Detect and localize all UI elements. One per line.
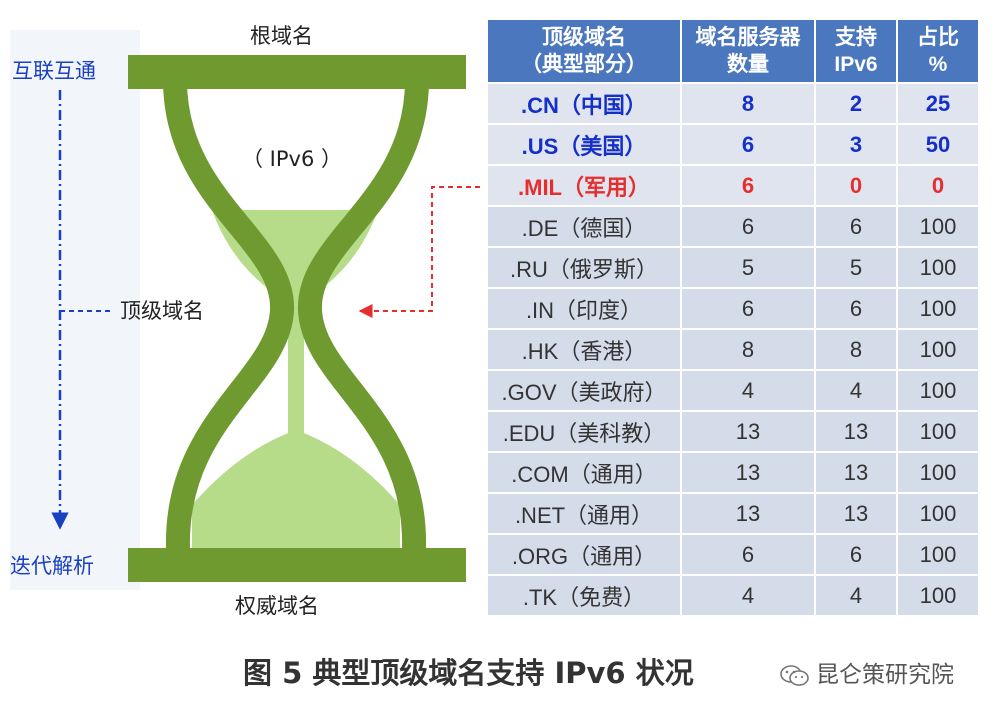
tld-cell: .NET（通用） — [488, 494, 680, 533]
hourglass-sand-bottom — [192, 430, 400, 548]
ipv6-support-cell: 6 — [816, 535, 896, 574]
header-percentage: 占比% — [898, 20, 978, 82]
figure: 根域名 （ IPv6 ） 顶级域名 权威域名 互联互通 迭代解析 顶级域名 （典型… — [10, 18, 980, 618]
percentage-cell: 100 — [898, 289, 978, 328]
ipv6-support-cell: 4 — [816, 576, 896, 615]
table-row: .MIL（军用） 6 0 0 — [488, 166, 978, 205]
server-count-cell: 13 — [682, 412, 814, 451]
tld-cell: .IN（印度） — [488, 289, 680, 328]
header-tld: 顶级域名 （典型部分） — [488, 20, 680, 82]
hourglass-top-bar — [128, 55, 466, 89]
percentage-cell: 100 — [898, 576, 978, 615]
header-server-count: 域名服务器 数量 — [682, 20, 814, 82]
ipv6-support-cell: 13 — [816, 412, 896, 451]
ipv6-support-cell: 5 — [816, 248, 896, 287]
table-row: .US（美国） 6 3 50 — [488, 125, 978, 164]
server-count-cell: 5 — [682, 248, 814, 287]
server-count-cell: 8 — [682, 84, 814, 123]
table-row: .DE（德国） 6 6 100 — [488, 207, 978, 246]
server-count-cell: 4 — [682, 576, 814, 615]
table-row: .RU（俄罗斯） 5 5 100 — [488, 248, 978, 287]
percentage-cell: 100 — [898, 535, 978, 574]
hourglass-diagram — [51, 55, 480, 582]
server-count-cell: 6 — [682, 125, 814, 164]
tld-cell: .CN（中国） — [488, 84, 680, 123]
table-row: .IN（印度） 6 6 100 — [488, 289, 978, 328]
hourglass-right-wall — [298, 68, 429, 560]
root-domain-label: 根域名 — [250, 24, 313, 48]
server-count-cell: 6 — [682, 289, 814, 328]
percentage-cell: 100 — [898, 412, 978, 451]
table-row: .EDU（美科教） 13 13 100 — [488, 412, 978, 451]
ipv6-support-cell: 6 — [816, 289, 896, 328]
tld-cell: .GOV（美政府） — [488, 371, 680, 410]
tld-cell: .ORG（通用） — [488, 535, 680, 574]
table-row: .NET（通用） 13 13 100 — [488, 494, 978, 533]
ipv6-support-cell: 0 — [816, 166, 896, 205]
tld-cell: .RU（俄罗斯） — [488, 248, 680, 287]
tld-cell: .TK（免费） — [488, 576, 680, 615]
ipv6-support-cell: 13 — [816, 494, 896, 533]
table-header-row: 顶级域名 （典型部分） 域名服务器 数量 支持 IPv6 占比% — [488, 20, 978, 82]
watermark-text: 昆仑策研究院 — [816, 662, 954, 688]
interconnection-label: 互联互通 — [12, 59, 96, 83]
percentage-cell: 50 — [898, 125, 978, 164]
tld-cell: .EDU（美科教） — [488, 412, 680, 451]
percentage-cell: 100 — [898, 330, 978, 369]
iterative-resolution-label: 迭代解析 — [10, 554, 94, 578]
ipv6-support-cell: 3 — [816, 125, 896, 164]
table-row: .GOV（美政府） 4 4 100 — [488, 371, 978, 410]
ipv6-support-cell: 4 — [816, 371, 896, 410]
mil-connector-line — [358, 186, 480, 318]
percentage-cell: 100 — [898, 494, 978, 533]
percentage-cell: 100 — [898, 371, 978, 410]
authoritative-domain-label: 权威域名 — [235, 594, 319, 618]
tld-cell: .COM（通用） — [488, 453, 680, 492]
percentage-cell: 100 — [898, 453, 978, 492]
server-count-cell: 6 — [682, 207, 814, 246]
hourglass-left-wall — [163, 68, 294, 560]
server-count-cell: 13 — [682, 453, 814, 492]
figure-caption: 图 5 典型顶级域名支持 IPv6 状况 — [243, 656, 694, 690]
tld-ipv6-table: 顶级域名 （典型部分） 域名服务器 数量 支持 IPv6 占比% .CN（中国） 8 2 2… — [486, 18, 980, 617]
table-row: .ORG（通用） 6 6 100 — [488, 535, 978, 574]
ipv6-support-cell: 13 — [816, 453, 896, 492]
hourglass-bottom-bar — [128, 548, 466, 582]
ipv6-label: （ IPv6 ） — [242, 147, 342, 171]
ipv6-support-cell: 6 — [816, 207, 896, 246]
tld-cell: .US（美国） — [488, 125, 680, 164]
wechat-icon — [780, 664, 809, 686]
tld-cell: .DE（德国） — [488, 207, 680, 246]
ipv6-support-cell: 8 — [816, 330, 896, 369]
server-count-cell: 13 — [682, 494, 814, 533]
percentage-cell: 100 — [898, 248, 978, 287]
percentage-cell: 25 — [898, 84, 978, 123]
table-row: .TK（免费） 4 4 100 — [488, 576, 978, 615]
table-row: .HK（香港） 8 8 100 — [488, 330, 978, 369]
table-row: .COM（通用） 13 13 100 — [488, 453, 978, 492]
tld-cell: .HK（香港） — [488, 330, 680, 369]
header-ipv6-support: 支持 IPv6 — [816, 20, 896, 82]
percentage-cell: 100 — [898, 207, 978, 246]
tld-label: 顶级域名 — [120, 299, 204, 323]
watermark: 昆仑策研究院 — [780, 655, 954, 689]
table-row: .CN（中国） 8 2 25 — [488, 84, 978, 123]
ipv6-support-cell: 2 — [816, 84, 896, 123]
server-count-cell: 6 — [682, 535, 814, 574]
server-count-cell: 6 — [682, 166, 814, 205]
server-count-cell: 4 — [682, 371, 814, 410]
server-count-cell: 8 — [682, 330, 814, 369]
left-panel-background — [10, 30, 140, 590]
tld-cell: .MIL（军用） — [488, 166, 680, 205]
percentage-cell: 0 — [898, 166, 978, 205]
